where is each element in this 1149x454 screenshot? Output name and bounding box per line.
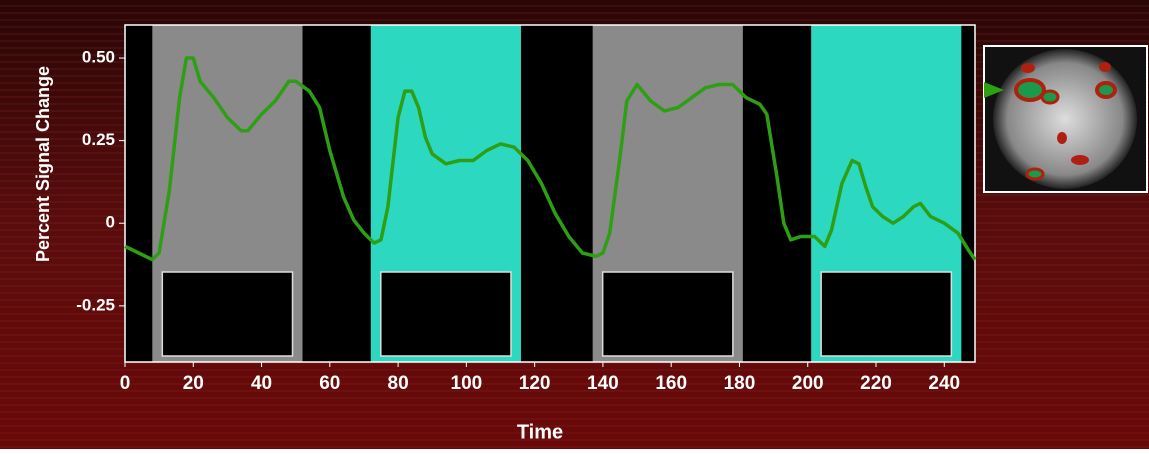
stimulus-box <box>381 272 511 356</box>
x-tick-label: 160 <box>655 373 687 394</box>
x-tick-label: 200 <box>792 373 824 394</box>
x-tick-label: 20 <box>183 373 204 394</box>
x-tick-label: 100 <box>451 373 483 394</box>
stimulus-box <box>162 272 292 356</box>
x-tick-label: 120 <box>519 373 551 394</box>
y-axis-label: Percent Signal Change <box>33 66 53 262</box>
stimulus-box <box>603 272 733 356</box>
x-tick-label: 80 <box>388 373 409 394</box>
x-axis-label: Time <box>517 421 563 443</box>
x-tick-label: 60 <box>319 373 340 394</box>
x-tick-label: 140 <box>587 373 619 394</box>
stimulus-box <box>821 272 951 356</box>
x-tick-label: 180 <box>724 373 756 394</box>
x-tick-label: 0 <box>120 373 131 394</box>
y-tick-label: -0.25 <box>76 295 115 314</box>
y-tick-label: 0.50 <box>82 48 115 67</box>
y-tick-label: 0.25 <box>82 130 115 149</box>
x-tick-label: 40 <box>251 373 272 394</box>
brain-image <box>984 46 1147 192</box>
x-tick-label: 220 <box>860 373 892 394</box>
chart: 0.50 0.25 0 -0.25 0 20 40 60 80 100 120 140 160 180 20… <box>0 0 1149 449</box>
y-tick-label: 0 <box>106 213 115 232</box>
x-tick-label: 240 <box>928 373 960 394</box>
